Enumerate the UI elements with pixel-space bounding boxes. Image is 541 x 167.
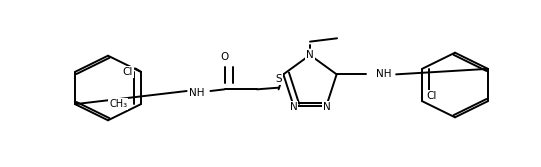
Text: N: N [306, 50, 314, 60]
Text: Cl: Cl [427, 91, 437, 101]
Text: NH: NH [377, 69, 392, 79]
Text: Cl: Cl [122, 67, 133, 77]
Text: NH: NH [189, 88, 204, 98]
Text: S: S [275, 74, 282, 84]
Text: CH₃: CH₃ [109, 99, 127, 109]
Text: O: O [220, 52, 229, 62]
Text: N: N [289, 102, 298, 112]
Text: N: N [322, 102, 331, 112]
